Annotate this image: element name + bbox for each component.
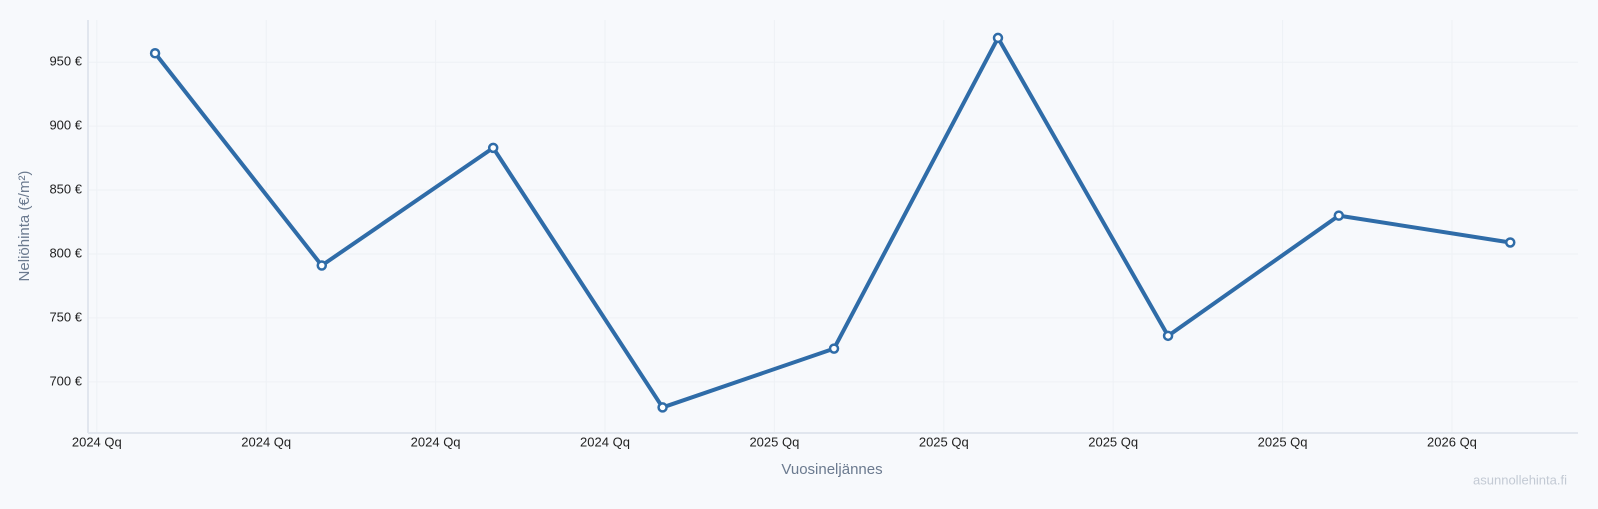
x-tick-label: 2025 Qq [1258, 434, 1308, 449]
y-tick-label: 750 € [49, 309, 82, 324]
y-axis-title: Neliöhinta (€/m²) [16, 171, 33, 282]
point [657, 402, 668, 413]
x-tick-label: 2024 Qq [411, 434, 461, 449]
x-tick-label: 2025 Qq [919, 434, 969, 449]
x-axis-title: Vuosineljännes [781, 461, 882, 478]
point [149, 47, 161, 59]
point [487, 142, 499, 154]
y-tick-label: 900 € [49, 118, 82, 133]
y-tick-label: 700 € [49, 373, 82, 388]
y-tick-label: 800 € [49, 245, 82, 260]
y-tick-label: 850 € [49, 181, 82, 196]
watermark: asunnollehinta.fi [1473, 472, 1567, 487]
x-tick-label: 2025 Qq [1088, 434, 1138, 449]
point [828, 343, 840, 354]
point [316, 260, 328, 271]
point [1333, 210, 1345, 221]
x-tick-label: 2024 Qq [72, 434, 122, 449]
x-tick-label: 2026 Qq [1427, 434, 1477, 449]
point [1162, 330, 1174, 342]
x-tick-label: 2024 Qq [241, 434, 291, 449]
x-tick-label: 2025 Qq [749, 434, 799, 449]
x-tick-label: 2024 Qq [580, 434, 630, 449]
point [992, 32, 1004, 44]
y-tick-label: 950 € [49, 54, 82, 69]
point [1504, 237, 1516, 248]
